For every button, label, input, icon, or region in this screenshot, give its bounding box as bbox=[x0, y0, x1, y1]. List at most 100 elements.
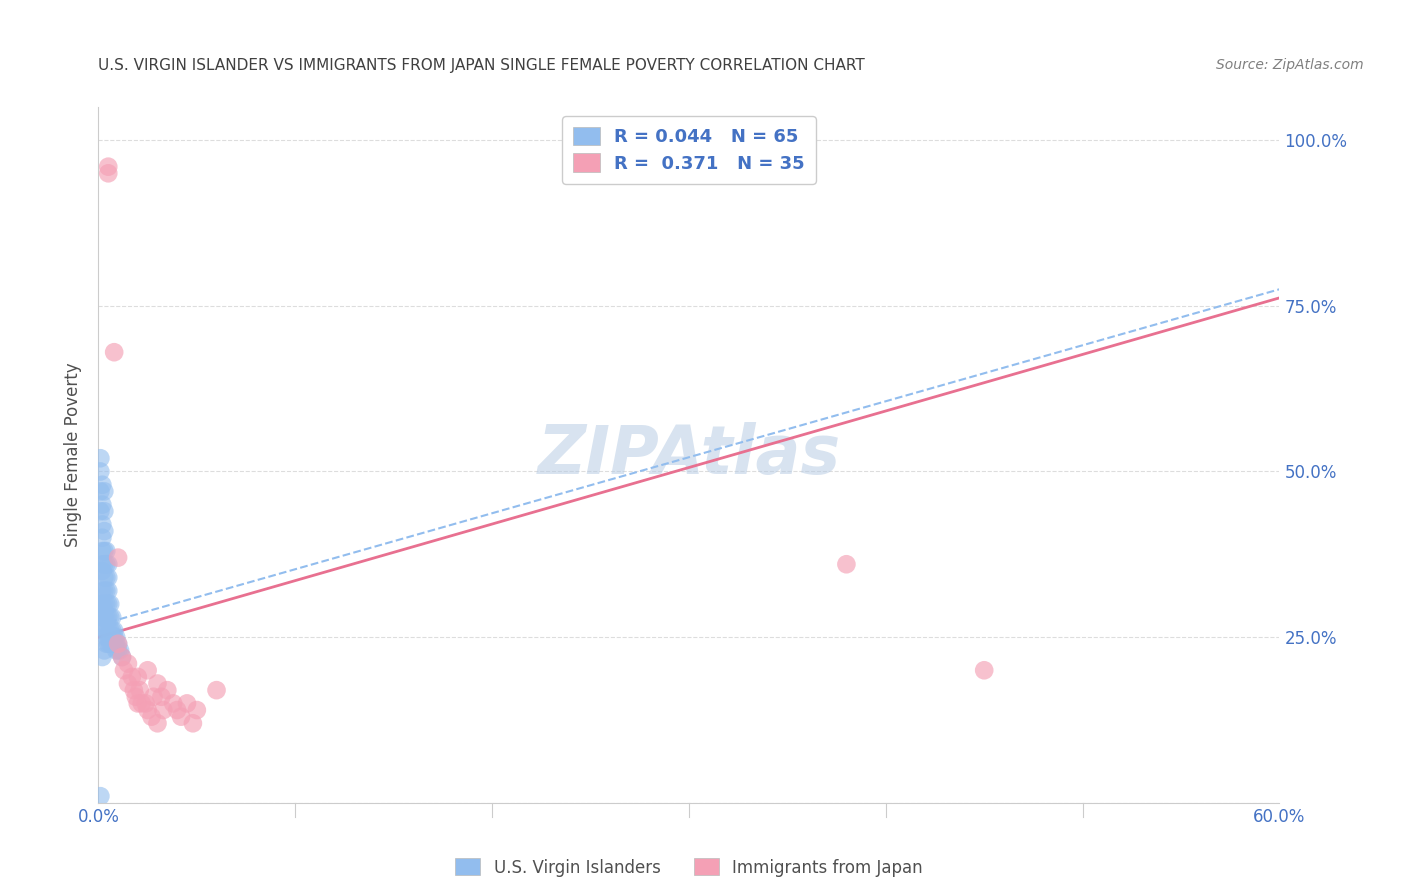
Point bbox=[127, 697, 149, 711]
Point bbox=[97, 637, 120, 651]
Point bbox=[98, 637, 121, 651]
Point bbox=[93, 583, 115, 598]
Point bbox=[112, 663, 135, 677]
Point bbox=[98, 624, 121, 638]
Point bbox=[93, 610, 115, 624]
Point bbox=[97, 558, 120, 572]
Point bbox=[166, 703, 188, 717]
Point bbox=[93, 597, 115, 611]
Point bbox=[93, 504, 115, 518]
Point bbox=[111, 650, 134, 665]
Point bbox=[117, 676, 139, 690]
Point bbox=[91, 498, 114, 512]
Text: Source: ZipAtlas.com: Source: ZipAtlas.com bbox=[1216, 58, 1364, 72]
Point bbox=[146, 716, 169, 731]
Point bbox=[107, 637, 129, 651]
Y-axis label: Single Female Poverty: Single Female Poverty bbox=[65, 363, 83, 547]
Point bbox=[141, 709, 163, 723]
Point bbox=[89, 789, 111, 804]
Point bbox=[96, 630, 118, 644]
Point bbox=[93, 558, 115, 572]
Point bbox=[93, 544, 115, 558]
Point bbox=[91, 517, 114, 532]
Point bbox=[125, 690, 148, 704]
Point bbox=[162, 697, 184, 711]
Point bbox=[131, 697, 153, 711]
Point bbox=[89, 451, 111, 466]
Point bbox=[103, 624, 125, 638]
Point bbox=[105, 643, 128, 657]
Legend: U.S. Virgin Islanders, Immigrants from Japan: U.S. Virgin Islanders, Immigrants from J… bbox=[447, 850, 931, 885]
Point bbox=[97, 610, 120, 624]
Point bbox=[97, 630, 120, 644]
Point bbox=[97, 166, 120, 180]
Point bbox=[93, 616, 115, 631]
Point bbox=[97, 597, 120, 611]
Point bbox=[136, 663, 159, 677]
Point bbox=[103, 637, 125, 651]
Point bbox=[91, 564, 114, 578]
Point bbox=[96, 637, 118, 651]
Point bbox=[128, 683, 150, 698]
Point bbox=[135, 697, 157, 711]
Point bbox=[103, 345, 125, 359]
Point bbox=[101, 637, 124, 651]
Point bbox=[97, 624, 120, 638]
Text: ZIPAtlas: ZIPAtlas bbox=[537, 422, 841, 488]
Point bbox=[105, 637, 128, 651]
Point bbox=[101, 624, 124, 638]
Point bbox=[93, 604, 115, 618]
Point bbox=[93, 524, 115, 538]
Point bbox=[89, 465, 111, 479]
Point bbox=[91, 650, 114, 665]
Point bbox=[835, 558, 858, 572]
Point bbox=[152, 703, 174, 717]
Point bbox=[98, 597, 121, 611]
Point bbox=[142, 690, 165, 704]
Point bbox=[96, 583, 118, 598]
Point bbox=[93, 624, 115, 638]
Point bbox=[170, 709, 193, 723]
Point bbox=[89, 504, 111, 518]
Point bbox=[98, 610, 121, 624]
Point bbox=[101, 630, 124, 644]
Point bbox=[93, 570, 115, 584]
Point bbox=[101, 610, 124, 624]
Point bbox=[176, 697, 198, 711]
Point bbox=[97, 583, 120, 598]
Point bbox=[146, 676, 169, 690]
Point bbox=[105, 630, 128, 644]
Point bbox=[156, 683, 179, 698]
Point bbox=[91, 477, 114, 491]
Text: U.S. VIRGIN ISLANDER VS IMMIGRANTS FROM JAPAN SINGLE FEMALE POVERTY CORRELATION : U.S. VIRGIN ISLANDER VS IMMIGRANTS FROM … bbox=[98, 58, 865, 73]
Point bbox=[89, 484, 111, 499]
Point bbox=[96, 558, 118, 572]
Point bbox=[107, 637, 129, 651]
Point bbox=[108, 643, 131, 657]
Point bbox=[97, 570, 120, 584]
Point bbox=[97, 160, 120, 174]
Point bbox=[111, 650, 134, 665]
Point bbox=[91, 610, 114, 624]
Point bbox=[127, 670, 149, 684]
Point bbox=[91, 531, 114, 545]
Point bbox=[93, 484, 115, 499]
Point bbox=[121, 670, 143, 684]
Point bbox=[96, 570, 118, 584]
Point bbox=[205, 683, 228, 698]
Point bbox=[107, 550, 129, 565]
Point bbox=[91, 583, 114, 598]
Point bbox=[91, 558, 114, 572]
Point bbox=[150, 690, 173, 704]
Point bbox=[96, 610, 118, 624]
Point bbox=[91, 544, 114, 558]
Point bbox=[181, 716, 204, 731]
Point bbox=[107, 643, 129, 657]
Point bbox=[89, 597, 111, 611]
Point bbox=[96, 624, 118, 638]
Point bbox=[103, 630, 125, 644]
Point bbox=[96, 597, 118, 611]
Point bbox=[93, 643, 115, 657]
Point bbox=[91, 597, 114, 611]
Point bbox=[136, 703, 159, 717]
